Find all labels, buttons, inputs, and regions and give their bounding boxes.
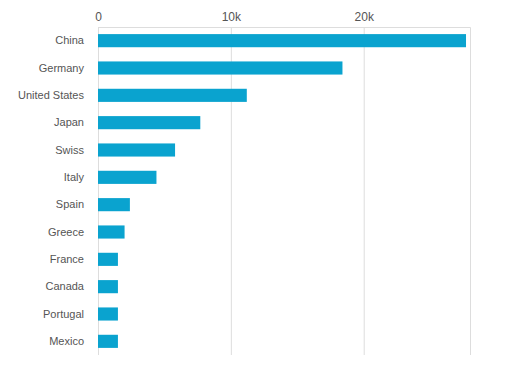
y-tick: Japan: [54, 116, 98, 128]
y-tick-label: Japan: [54, 116, 84, 128]
y-axis: China Germany United States Japan Swiss Italy…: [18, 34, 98, 347]
y-tick: United States: [18, 89, 98, 101]
y-tick-label: Italy: [64, 171, 85, 183]
x-axis: 0 10k 20k: [95, 10, 470, 355]
y-tick: Spain: [56, 198, 98, 210]
y-tick-label: Portugal: [43, 308, 84, 320]
y-tick-label: Spain: [56, 198, 84, 210]
bar: [98, 34, 466, 47]
y-tick-label: United States: [18, 89, 85, 101]
y-tick-label: Canada: [45, 280, 84, 292]
chart-container: 0 10k 20k China Germany United States Japan Swi…: [0, 0, 506, 365]
bar: [98, 280, 118, 293]
y-tick-label: Swiss: [55, 144, 84, 156]
bar: [98, 307, 118, 320]
y-tick: Swiss: [55, 144, 98, 156]
x-tick: 20k: [355, 10, 375, 355]
grid-line: [364, 27, 365, 355]
bars: [98, 34, 466, 348]
y-tick: Italy: [64, 171, 98, 183]
plot: 0 10k 20k China Germany United States Japan Swi…: [18, 10, 471, 355]
y-tick-label: Greece: [48, 226, 84, 238]
y-tick: China: [55, 34, 98, 46]
bar: [98, 198, 130, 211]
y-tick: Greece: [48, 226, 98, 238]
y-tick-label: Germany: [39, 62, 85, 74]
y-tick-label: France: [50, 253, 84, 265]
y-tick: France: [50, 253, 98, 265]
x-tick-label: 10k: [222, 10, 242, 24]
y-tick: Mexico: [49, 335, 98, 347]
bar: [98, 116, 200, 129]
y-tick: Germany: [39, 62, 98, 74]
bar: [98, 253, 118, 266]
bar: [98, 225, 125, 238]
x-tick-label: 20k: [355, 10, 375, 24]
grid-line: [98, 27, 99, 355]
x-tick-label: 0: [95, 10, 102, 24]
bar: [98, 171, 156, 184]
bar: [98, 89, 247, 102]
bar: [98, 143, 175, 156]
grid-line: [231, 27, 232, 355]
x-axis-line: [99, 28, 471, 356]
y-tick-label: China: [55, 34, 85, 46]
bar: [98, 335, 118, 348]
y-tick: Portugal: [43, 308, 98, 320]
y-tick-label: Mexico: [49, 335, 84, 347]
y-tick: Canada: [45, 280, 98, 292]
bar: [98, 61, 342, 74]
chart: 0 10k 20k China Germany United States Japan Swi…: [0, 0, 506, 365]
